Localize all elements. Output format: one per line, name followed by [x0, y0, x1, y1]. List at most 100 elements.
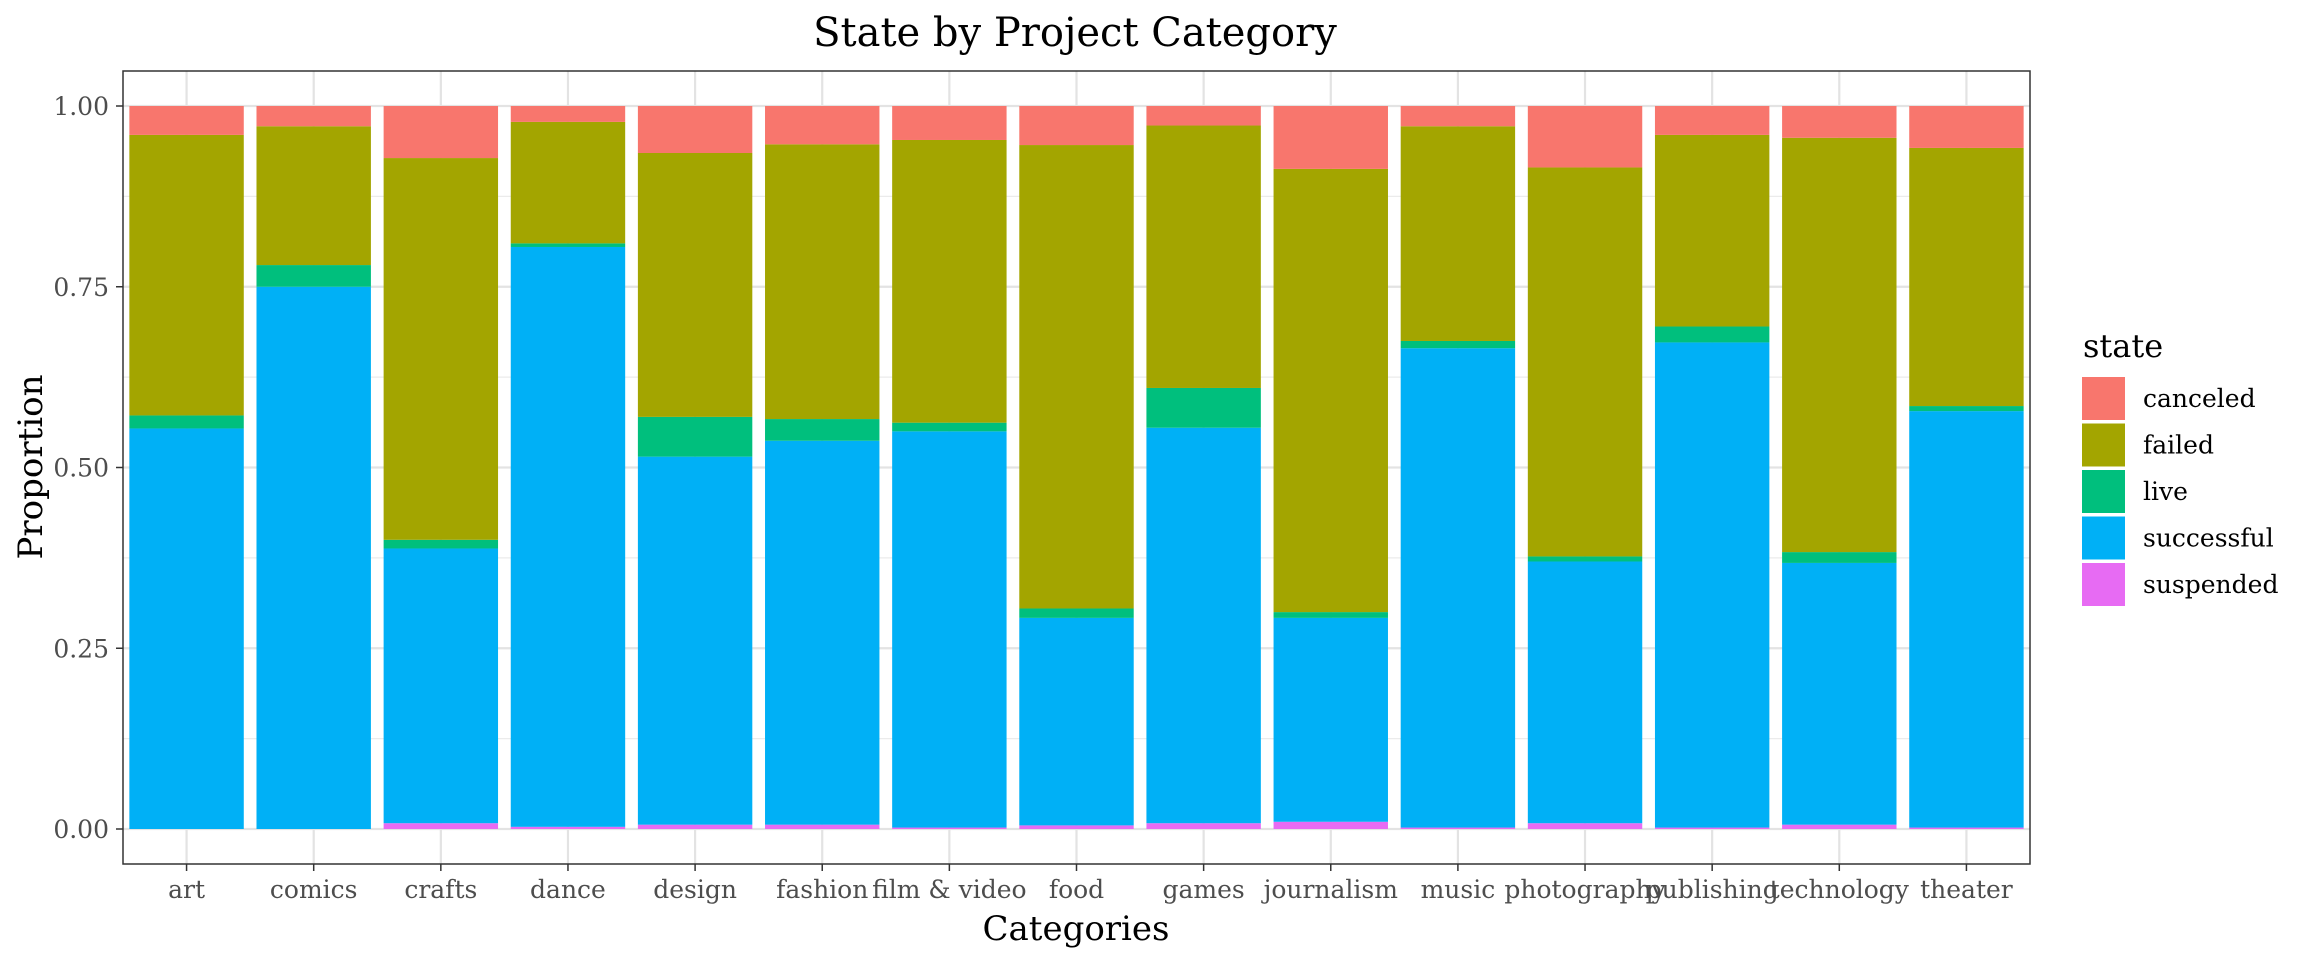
- bar-segment-failed: [510, 121, 626, 244]
- legend-swatch-suspended: [2082, 563, 2125, 606]
- bar-segment-live: [892, 422, 1007, 432]
- bar-segment-canceled: [765, 106, 880, 145]
- bar-segment-canceled: [256, 106, 371, 127]
- bar-segment-failed: [129, 134, 244, 416]
- bar-segment-canceled: [1909, 106, 2024, 148]
- bar-segment-live: [510, 243, 626, 247]
- bar-segment-suspended: [765, 824, 880, 829]
- bar-segment-suspended: [1146, 823, 1261, 829]
- bar-segment-suspended: [1019, 825, 1134, 829]
- bar-segment-failed: [637, 152, 753, 417]
- x-tick-label: food: [1049, 875, 1104, 904]
- bar-segment-failed: [892, 139, 1007, 423]
- bar-segment-canceled: [383, 106, 499, 159]
- legend-swatch-live: [2082, 470, 2125, 513]
- legend-label-failed: failed: [2143, 431, 2214, 460]
- bar-segment-live: [1527, 556, 1643, 562]
- legend-label-live: live: [2143, 477, 2188, 506]
- bar-segment-successful: [1019, 617, 1134, 826]
- bar-segment-canceled: [510, 106, 626, 122]
- y-axis-title: Proportion: [11, 375, 51, 560]
- x-tick-label: theater: [1920, 875, 2013, 904]
- bar-segment-failed: [1782, 137, 1897, 553]
- bar-segment-live: [129, 415, 244, 429]
- x-tick-label: fashion: [776, 875, 868, 904]
- bar-segment-failed: [1527, 167, 1643, 557]
- legend-swatch-canceled: [2082, 377, 2125, 420]
- bar-segment-canceled: [1019, 106, 1134, 146]
- bar-segment-live: [1146, 387, 1261, 428]
- x-axis-title: Categories: [983, 909, 1170, 949]
- x-tick-label: music: [1421, 875, 1496, 904]
- bar-segment-live: [765, 419, 880, 441]
- bar-segment-suspended: [1273, 821, 1388, 829]
- x-tick-label: photography: [1504, 875, 1666, 904]
- x-tick-label: games: [1163, 875, 1245, 904]
- bar-segment-suspended: [1400, 827, 1516, 829]
- bar-segment-live: [1654, 326, 1770, 343]
- x-tick-label: publishing: [1646, 875, 1779, 904]
- x-tick-label: comics: [270, 875, 358, 904]
- bar-segment-successful: [1654, 342, 1770, 828]
- bar-segment-successful: [637, 456, 753, 825]
- bar-segment-suspended: [383, 823, 499, 829]
- bar-segment-canceled: [637, 106, 753, 153]
- x-axis-ticks: art comics crafts dance design fashion film & …: [168, 864, 2013, 904]
- bar-segment-successful: [1146, 427, 1261, 824]
- x-tick-label: film & video: [872, 875, 1027, 904]
- legend-label-successful: successful: [2143, 524, 2274, 553]
- bar-segment-successful: [383, 548, 499, 824]
- bar-segment-failed: [1146, 125, 1261, 388]
- bar-segment-canceled: [1654, 106, 1770, 135]
- bar-segment-suspended: [1909, 827, 2024, 829]
- bar-segment-successful: [1527, 561, 1643, 824]
- bar-marks: [129, 106, 2024, 829]
- y-axis-ticks: 0.00 0.25 0.50 0.75 1.00: [53, 92, 123, 844]
- bar-segment-live: [1019, 608, 1134, 618]
- bar-segment-suspended: [1527, 823, 1643, 829]
- bar-segment-successful: [510, 246, 626, 827]
- bar-segment-suspended: [1782, 824, 1897, 829]
- bar-segment-successful: [892, 431, 1007, 828]
- legend-swatch-failed: [2082, 423, 2125, 467]
- y-tick-label: 0.75: [53, 273, 109, 302]
- bar-segment-failed: [1273, 168, 1388, 613]
- bar-segment-successful: [1273, 617, 1388, 822]
- y-tick-label: 1.00: [53, 92, 109, 121]
- chart-title: State by Project Category: [813, 10, 1337, 56]
- y-tick-label: 0.00: [53, 815, 109, 844]
- x-tick-label: technology: [1770, 875, 1910, 904]
- bar-segment-suspended: [1654, 827, 1770, 829]
- bar-segment-successful: [129, 428, 244, 829]
- bar-segment-live: [1273, 612, 1388, 618]
- bar-segment-successful: [765, 440, 880, 825]
- bar-segment-successful: [256, 286, 371, 829]
- bar-segment-canceled: [129, 106, 244, 135]
- legend-title: state: [2083, 327, 2163, 365]
- bar-segment-failed: [1019, 145, 1134, 609]
- y-tick-label: 0.25: [53, 634, 109, 663]
- bar-segment-successful: [1782, 562, 1897, 825]
- bar-segment-failed: [383, 158, 499, 540]
- bar-segment-failed: [1909, 147, 2024, 407]
- x-tick-label: journalism: [1261, 875, 1399, 904]
- bar-segment-failed: [256, 126, 371, 266]
- bar-segment-canceled: [1400, 106, 1516, 127]
- bar-segment-failed: [1654, 134, 1770, 327]
- bar-segment-successful: [1909, 411, 2024, 828]
- x-tick-label: crafts: [404, 875, 477, 904]
- bar-segment-live: [1400, 340, 1516, 349]
- bar-segment-live: [637, 416, 753, 457]
- bar-segment-canceled: [1146, 106, 1261, 126]
- bar-segment-suspended: [892, 827, 1007, 829]
- legend: state canceled failed live successful suspen…: [2082, 327, 2278, 606]
- bar-segment-suspended: [510, 826, 626, 829]
- x-tick-label: art: [168, 875, 205, 904]
- bar-segment-live: [256, 265, 371, 287]
- bar-segment-live: [1909, 406, 2024, 412]
- bar-segment-canceled: [1273, 106, 1388, 169]
- bar-segment-suspended: [637, 824, 753, 829]
- x-tick-label: dance: [530, 875, 606, 904]
- legend-swatch-successful: [2082, 516, 2125, 560]
